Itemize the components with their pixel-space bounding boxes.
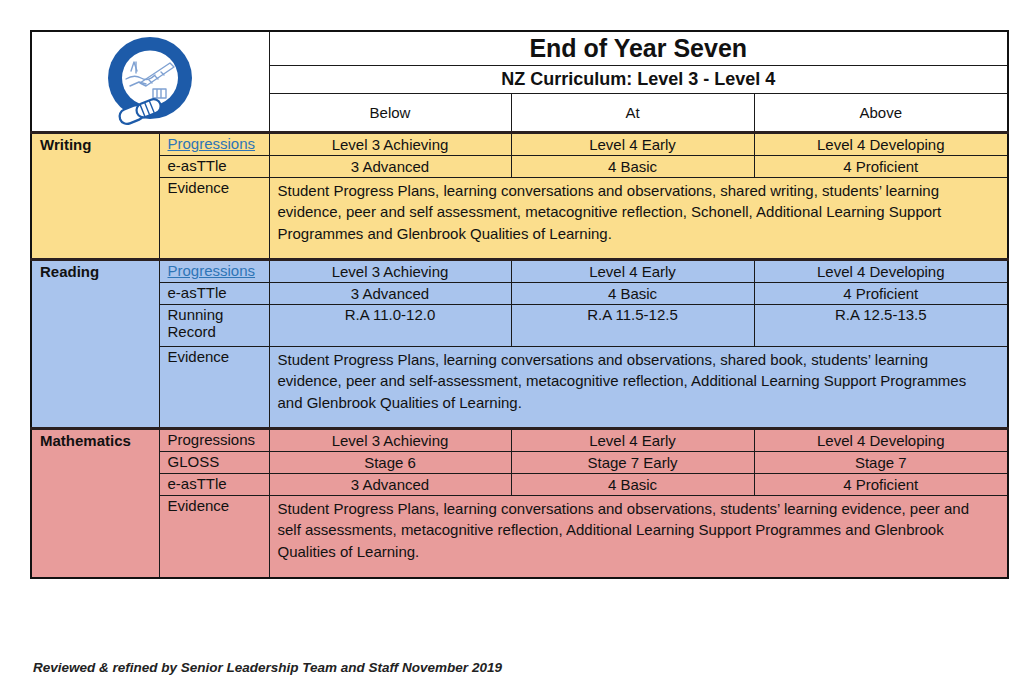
logo-cell	[31, 31, 269, 133]
reading-running-record-at-value: R.A 11.5-12.5	[511, 305, 754, 347]
math-evidence-label: Evidence	[159, 496, 269, 578]
reading-progressions-below-value: Level 3 Achieving	[269, 260, 511, 283]
reading-easttle-label: e-asTTle	[159, 283, 269, 305]
math-gloss-label: GLOSS	[159, 452, 269, 474]
reading-easttle-above-value: 4 Proficient	[754, 283, 1008, 305]
writing-easttle-above-value: 4 Proficient	[754, 156, 1008, 178]
reading-evidence-text: Student Progress Plans, learning convers…	[269, 347, 1008, 429]
column-header-above: Above	[754, 94, 1008, 133]
writing-progressions-below-value: Level 3 Achieving	[269, 133, 511, 156]
reading-running-record-label: Running Record	[159, 305, 269, 347]
document-page: End of Year Seven NZ Curriculum: Level 3…	[0, 0, 1024, 693]
reading-progressions-link[interactable]: Progressions	[168, 262, 256, 279]
reading-easttle-below-value: 3 Advanced	[269, 283, 511, 305]
math-gloss-at-value: Stage 7 Early	[511, 452, 754, 474]
page-title: End of Year Seven	[269, 31, 1008, 66]
assessment-matrix-table: End of Year Seven NZ Curriculum: Level 3…	[30, 30, 1009, 579]
reading-progressions-above-value: Level 4 Developing	[754, 260, 1008, 283]
school-crest-logo	[95, 33, 205, 127]
reading-progressions-at-value: Level 4 Early	[511, 260, 754, 283]
writing-evidence-label: Evidence	[159, 178, 269, 260]
writing-easttle-label: e-asTTle	[159, 156, 269, 178]
math-gloss-below-value: Stage 6	[269, 452, 511, 474]
section-label-reading: Reading	[31, 260, 159, 429]
math-progressions-below-value: Level 3 Achieving	[269, 429, 511, 452]
math-easttle-at-value: 4 Basic	[511, 474, 754, 496]
math-evidence-text: Student Progress Plans, learning convers…	[269, 496, 1008, 578]
curriculum-subtitle: NZ Curriculum: Level 3 - Level 4	[269, 66, 1008, 94]
writing-easttle-at-value: 4 Basic	[511, 156, 754, 178]
reading-running-record-above-value: R.A 12.5-13.5	[754, 305, 1008, 347]
math-progressions-at-value: Level 4 Early	[511, 429, 754, 452]
math-easttle-above-value: 4 Proficient	[754, 474, 1008, 496]
writing-progressions-link[interactable]: Progressions	[168, 135, 256, 152]
section-label-mathematics: Mathematics	[31, 429, 159, 578]
math-gloss-above-value: Stage 7	[754, 452, 1008, 474]
column-header-below: Below	[269, 94, 511, 133]
review-note: Reviewed & refined by Senior Leadership …	[33, 660, 502, 675]
writing-progressions-above-value: Level 4 Developing	[754, 133, 1008, 156]
reading-evidence-label: Evidence	[159, 347, 269, 429]
math-easttle-label: e-asTTle	[159, 474, 269, 496]
writing-evidence-text: Student Progress Plans, learning convers…	[269, 178, 1008, 260]
math-easttle-below-value: 3 Advanced	[269, 474, 511, 496]
section-label-writing: Writing	[31, 133, 159, 260]
writing-easttle-below-value: 3 Advanced	[269, 156, 511, 178]
math-progressions-above-value: Level 4 Developing	[754, 429, 1008, 452]
column-header-at: At	[511, 94, 754, 133]
reading-easttle-at-value: 4 Basic	[511, 283, 754, 305]
math-progressions-label: Progressions	[159, 429, 269, 452]
writing-progressions-at-value: Level 4 Early	[511, 133, 754, 156]
reading-running-record-below-value: R.A 11.0-12.0	[269, 305, 511, 347]
